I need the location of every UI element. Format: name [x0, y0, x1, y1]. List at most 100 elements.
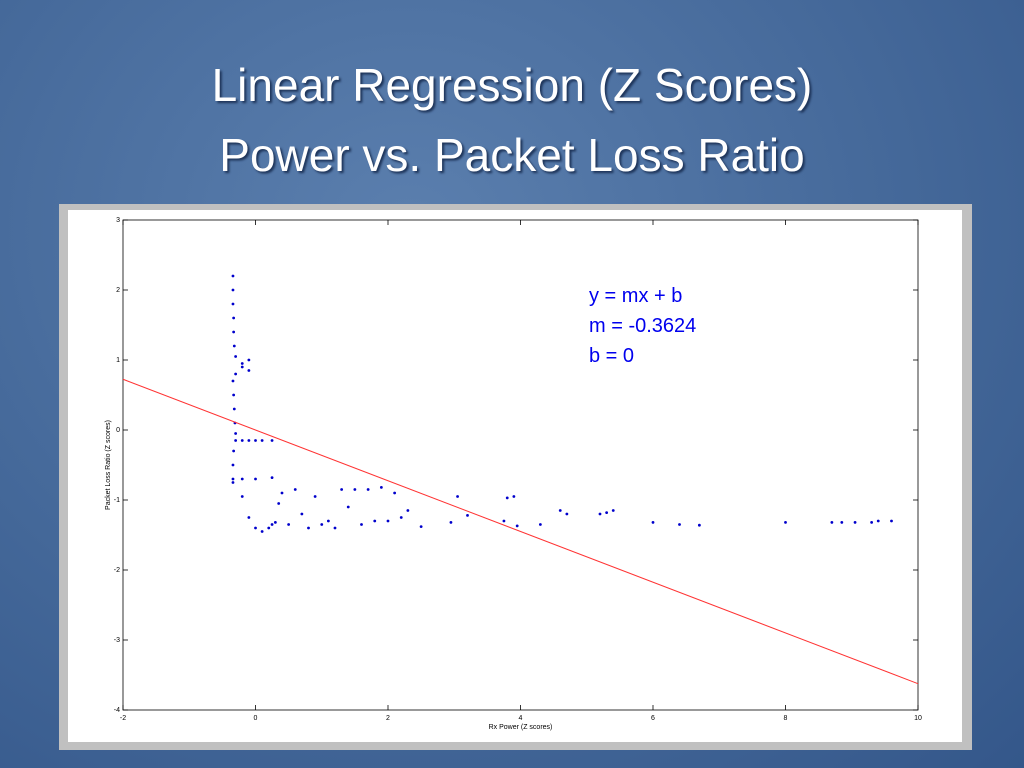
x-tick-label: 2 — [386, 715, 390, 722]
data-point — [267, 526, 271, 530]
y-tick-label: 0 — [116, 427, 120, 434]
data-point — [240, 362, 244, 365]
data-point — [231, 302, 235, 306]
data-point — [598, 512, 602, 516]
x-axis-label: Rx Power (Z scores) — [489, 724, 553, 731]
data-point — [232, 407, 236, 411]
data-point — [326, 519, 330, 523]
data-point — [234, 372, 238, 376]
data-point — [231, 463, 235, 467]
data-point — [366, 488, 370, 491]
data-point — [611, 509, 615, 512]
x-tick-label: -2 — [120, 715, 126, 722]
data-point — [333, 526, 337, 530]
data-point — [232, 393, 236, 397]
data-point — [254, 439, 257, 442]
data-point — [232, 316, 236, 320]
data-point — [512, 495, 516, 498]
data-point — [538, 523, 542, 526]
data-point — [697, 523, 701, 527]
regression-line — [122, 378, 919, 685]
data-point — [231, 379, 235, 383]
data-point — [234, 432, 238, 435]
data-point — [277, 502, 281, 505]
data-point — [280, 491, 284, 495]
data-point — [830, 521, 834, 524]
data-point — [505, 496, 509, 500]
data-point — [307, 526, 310, 530]
data-point — [605, 511, 609, 514]
data-point — [270, 439, 274, 442]
data-point — [247, 358, 251, 362]
y-tick-label: 3 — [116, 217, 120, 224]
figure-area — [68, 210, 962, 742]
data-point — [399, 516, 403, 519]
x-tick-label: 0 — [254, 715, 258, 722]
y-tick-label: 2 — [116, 287, 120, 294]
data-point — [373, 519, 377, 523]
data-point — [270, 476, 274, 479]
data-point — [502, 519, 506, 523]
data-point — [260, 439, 264, 442]
data-point — [254, 526, 257, 530]
data-point — [270, 523, 274, 526]
data-point — [247, 516, 251, 519]
data-point — [340, 488, 344, 491]
data-point — [386, 519, 390, 523]
data-point — [287, 523, 291, 526]
data-point — [232, 344, 236, 348]
y-tick-label: -1 — [114, 497, 120, 504]
data-point — [346, 505, 350, 509]
annotation: m = -0.3624 — [589, 315, 696, 337]
y-tick-label: -4 — [114, 707, 120, 714]
data-point — [466, 514, 469, 517]
annotation: b = 0 — [589, 345, 634, 367]
data-point — [240, 477, 244, 481]
data-point — [247, 439, 251, 442]
data-point — [449, 521, 453, 524]
data-point — [260, 530, 264, 533]
data-point — [231, 288, 235, 292]
data-point — [558, 509, 562, 512]
data-point — [784, 521, 787, 524]
data-point — [234, 439, 238, 442]
data-point — [651, 521, 655, 524]
data-point — [240, 365, 244, 369]
y-tick-label: 1 — [116, 357, 120, 364]
data-point — [231, 274, 235, 278]
data-point — [247, 369, 251, 372]
data-point — [870, 521, 874, 524]
data-point — [379, 486, 383, 489]
slide-title: Linear Regression (Z Scores) — [211, 59, 813, 111]
data-point — [419, 525, 423, 528]
y-tick-label: -3 — [114, 637, 120, 644]
x-tick-label: 4 — [519, 715, 523, 722]
data-point — [393, 491, 397, 495]
data-point — [231, 481, 235, 484]
data-point — [240, 495, 244, 498]
data-point — [232, 449, 236, 453]
y-tick-label: -2 — [114, 567, 120, 574]
data-point — [456, 495, 459, 498]
data-point — [273, 521, 277, 524]
y-axis-label: Packet Loss Ratio (Z scores) — [105, 420, 112, 510]
data-point — [293, 488, 297, 491]
data-point — [515, 524, 519, 528]
annotation: y = mx + b — [589, 285, 682, 307]
x-tick-label: 10 — [914, 715, 922, 722]
x-tick-label: 8 — [784, 715, 788, 722]
data-point — [300, 512, 304, 516]
data-point — [231, 477, 235, 481]
data-point — [313, 495, 317, 498]
x-tick-label: 6 — [651, 715, 655, 722]
data-point — [240, 439, 244, 442]
slide-title: Power vs. Packet Loss Ratio — [219, 129, 805, 181]
data-point — [360, 523, 363, 526]
data-point — [890, 519, 893, 523]
data-point — [353, 488, 357, 491]
data-point — [254, 477, 257, 481]
data-point — [232, 330, 236, 334]
data-point — [678, 523, 681, 526]
